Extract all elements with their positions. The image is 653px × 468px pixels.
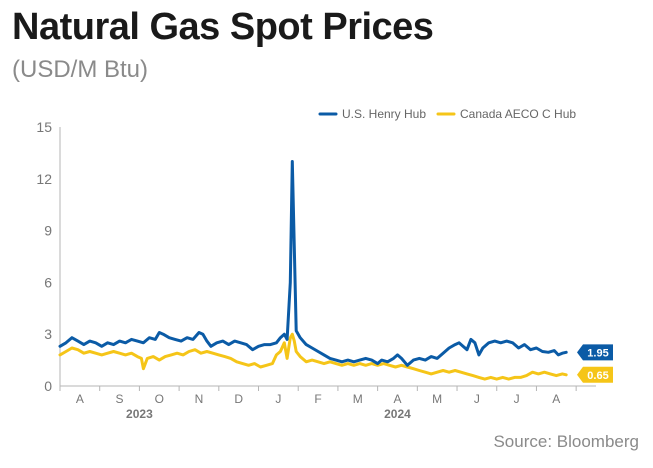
end-value-label: 0.65 <box>587 370 608 382</box>
chart-subtitle: (USD/M Btu) <box>12 56 149 83</box>
x-tick-label: A <box>393 392 401 406</box>
end-value-tag <box>577 344 613 361</box>
y-tick-label: 3 <box>44 326 52 342</box>
x-tick-label: D <box>234 392 243 406</box>
y-tick-label: 0 <box>44 378 52 394</box>
year-label: 2023 <box>126 407 153 421</box>
series-line <box>58 160 568 367</box>
x-tick-label: J <box>514 392 520 406</box>
y-tick-label: 15 <box>36 119 52 135</box>
chart-legend: U.S. Henry Hub Canada AECO C Hub <box>318 107 576 121</box>
legend-label: U.S. Henry Hub <box>342 107 426 121</box>
source-note: Source: Bloomberg <box>493 432 639 451</box>
chart-end-labels: 1.95 0.65 <box>577 344 613 383</box>
x-tick-label: M <box>432 392 442 406</box>
x-tick-label: J <box>275 392 281 406</box>
x-tick-label: N <box>195 392 204 406</box>
x-tick-label: M <box>353 392 363 406</box>
year-label: 2024 <box>384 407 411 421</box>
y-tick-label: 9 <box>44 223 52 239</box>
series-line <box>58 332 568 381</box>
x-tick-label: A <box>552 392 560 406</box>
legend-label: Canada AECO C Hub <box>460 107 576 121</box>
x-tick-label: F <box>314 392 321 406</box>
x-tick-label: A <box>76 392 84 406</box>
x-tick-label: S <box>116 392 124 406</box>
end-value-label: 1.95 <box>587 347 608 359</box>
x-tick-label: J <box>474 392 480 406</box>
chart-title: Natural Gas Spot Prices <box>12 6 434 48</box>
x-tick-label: O <box>155 392 164 406</box>
y-tick-label: 12 <box>36 171 52 187</box>
chart-axes: 0 3 6 9 12 15 A S O N D J F M A M J J A 2023 2024 <box>36 119 596 421</box>
y-tick-label: 6 <box>44 274 52 290</box>
end-value-tag <box>577 366 613 383</box>
chart-series <box>58 160 568 381</box>
